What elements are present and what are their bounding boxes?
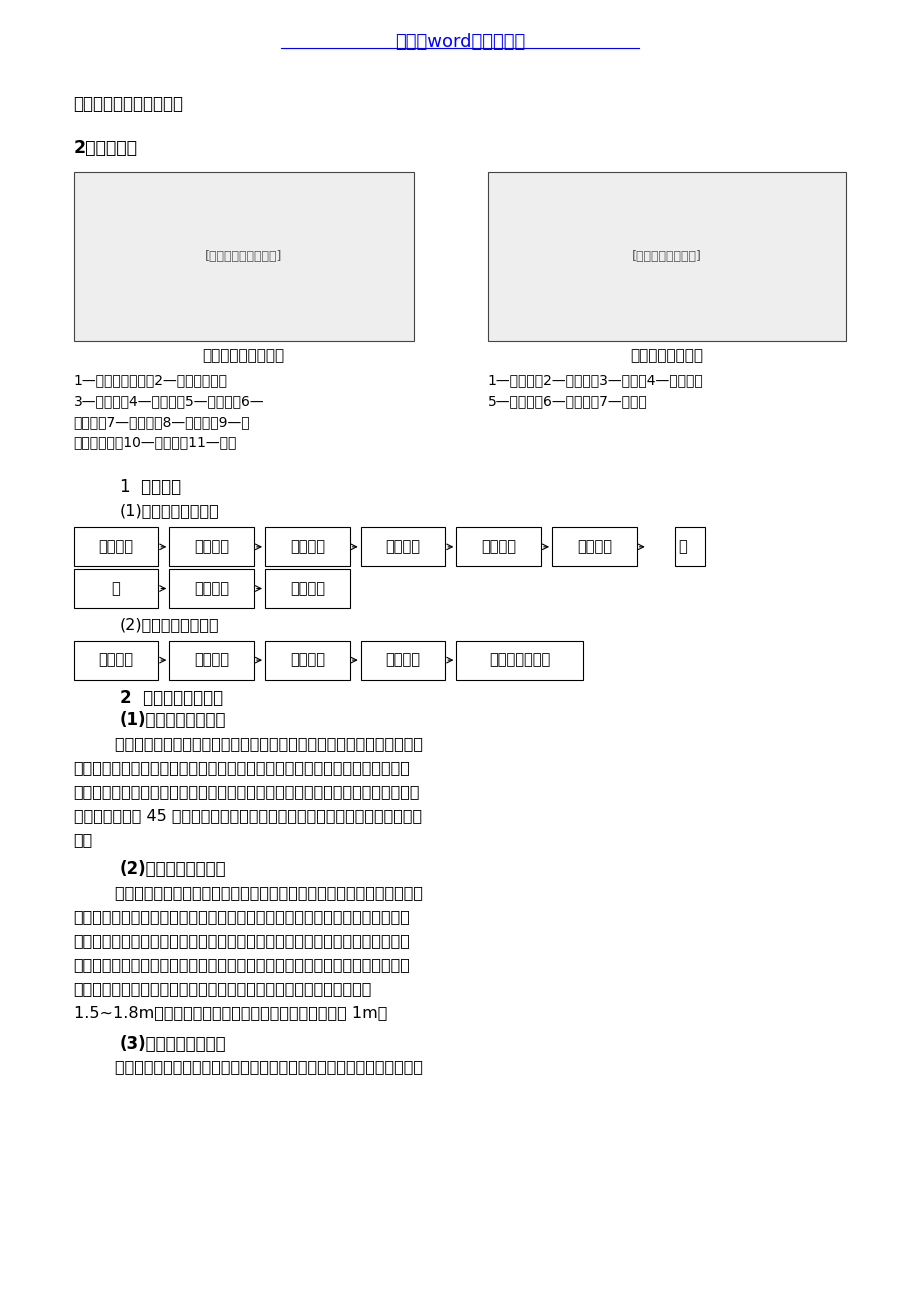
Text: 给排水立管宜分主管、支立管分步预制安装。安装前先检查预留洞口，以: 给排水立管宜分主管、支立管分步预制安装。安装前先检查预留洞口，以 bbox=[74, 885, 422, 900]
Text: 立管安装: 立管安装 bbox=[289, 652, 324, 668]
Text: (2)给排水立管安装：: (2)给排水立管安装： bbox=[119, 861, 226, 878]
Text: 蹲式大便器安装图: 蹲式大便器安装图 bbox=[630, 348, 703, 363]
Text: 安装前先检查预留洞口，以设计尺寸确定位置，修改洞口。给水干管安装: 安装前先检查预留洞口，以设计尺寸确定位置，修改洞口。给水干管安装 bbox=[74, 736, 422, 751]
Text: [台面式洗脸盆安装图]: [台面式洗脸盆安装图] bbox=[205, 250, 282, 263]
Text: 温: 温 bbox=[111, 581, 120, 596]
Text: 配件安装: 配件安装 bbox=[289, 581, 324, 596]
FancyBboxPatch shape bbox=[360, 527, 445, 566]
Text: 5—胶皮碗；6—防水层；7—白灰膏: 5—胶皮碗；6—防水层；7—白灰膏 bbox=[487, 395, 647, 408]
Text: 预制加工: 预制加工 bbox=[98, 539, 133, 555]
Text: 1  工艺流程: 1 工艺流程 bbox=[119, 478, 180, 496]
FancyBboxPatch shape bbox=[675, 527, 704, 566]
Text: 设计尺寸确定位置，修改洞口。安装时，若需打洞，洞口直径不应过大，并且不: 设计尺寸确定位置，修改洞口。安装时，若需打洞，洞口直径不应过大，并且不 bbox=[74, 909, 410, 924]
FancyBboxPatch shape bbox=[265, 569, 349, 608]
Text: 时一般从总进入口开始操作，总进口端头加临时丝堵以备试压用。管道预制后、: 时一般从总进入口开始操作，总进口端头加临时丝堵以备试压用。管道预制后、 bbox=[74, 760, 410, 775]
Text: 安装要求热水管在左，冷水管在右。给水立管每层设管卡，高度距地面: 安装要求热水管在左，冷水管在右。给水立管每层设管卡，高度距地面 bbox=[74, 982, 371, 996]
Text: 管道试压: 管道试压 bbox=[481, 539, 516, 555]
Text: (1)给排水干管安装：: (1)给排水干管安装： bbox=[119, 711, 226, 729]
Text: (2)排水管道工艺流程: (2)排水管道工艺流程 bbox=[119, 617, 219, 633]
FancyBboxPatch shape bbox=[169, 641, 254, 680]
Text: 得随意切断楼板钢筋。必须切断时，需在立管安装后焊接加固。立管安装先每层: 得随意切断楼板钢筋。必须切断时，需在立管安装后焊接加固。立管安装先每层 bbox=[74, 934, 410, 948]
Text: 支管安装: 支管安装 bbox=[385, 539, 420, 555]
FancyBboxPatch shape bbox=[456, 641, 583, 680]
FancyBboxPatch shape bbox=[456, 527, 540, 566]
FancyBboxPatch shape bbox=[265, 527, 349, 566]
Text: 安装前做好防腐，丝扣连接管道抹铅油缠麻，然后用管钳上紧，安装后找直找正。: 安装前做好防腐，丝扣连接管道抹铅油缠麻，然后用管钳上紧，安装后找直找正。 bbox=[74, 784, 420, 799]
Text: 2、管道安装: 2、管道安装 bbox=[74, 139, 138, 158]
Text: 3—溢水槽；4—存水弯；5—八字门；6—: 3—溢水槽；4—存水弯；5—八字门；6— bbox=[74, 395, 264, 408]
Text: (1)给水管道工艺流程: (1)给水管道工艺流程 bbox=[119, 503, 219, 518]
Text: 排水管应用两个 45 度弯头连接。排出管安装时，出墙管口堵好，以便做闭水试: 排水管应用两个 45 度弯头连接。排出管安装时，出墙管口堵好，以便做闭水试 bbox=[74, 809, 421, 823]
Text: 并将外露麻丝清理干净。: 并将外露麻丝清理干净。 bbox=[74, 95, 184, 113]
Text: 干管安装: 干管安装 bbox=[194, 539, 229, 555]
Text: 干管安装: 干管安装 bbox=[194, 652, 229, 668]
FancyBboxPatch shape bbox=[74, 527, 158, 566]
Text: 管道预制: 管道预制 bbox=[98, 652, 133, 668]
Text: 热水管；7—冷水管；8—污水管；9—大: 热水管；7—冷水管；8—污水管；9—大 bbox=[74, 415, 250, 428]
Bar bbox=[74, 172, 414, 341]
Text: 2  给排水管道安装：: 2 给排水管道安装： bbox=[119, 689, 222, 707]
Text: 从上至下统一安装卡件，然后安装立管，安装完后用线坠吊直找正。冷热水立管: 从上至下统一安装卡件，然后安装立管，安装完后用线坠吊直找正。冷热水立管 bbox=[74, 957, 410, 973]
Text: 文档为word版本可编辑: 文档为word版本可编辑 bbox=[394, 33, 525, 51]
Text: 支管安装: 支管安装 bbox=[385, 652, 420, 668]
Text: 保: 保 bbox=[677, 539, 686, 555]
FancyBboxPatch shape bbox=[169, 569, 254, 608]
FancyBboxPatch shape bbox=[360, 641, 445, 680]
FancyBboxPatch shape bbox=[265, 641, 349, 680]
Text: (3)给排水支管安装：: (3)给排水支管安装： bbox=[119, 1035, 226, 1052]
FancyBboxPatch shape bbox=[74, 641, 158, 680]
FancyBboxPatch shape bbox=[169, 527, 254, 566]
FancyBboxPatch shape bbox=[551, 527, 636, 566]
Text: 1.5~1.8m。排水立管应每层设检查口，高度距安装地面 1m。: 1.5~1.8m。排水立管应每层设检查口，高度距安装地面 1m。 bbox=[74, 1005, 387, 1021]
FancyBboxPatch shape bbox=[74, 569, 158, 608]
Bar bbox=[487, 172, 845, 341]
Text: 验。: 验。 bbox=[74, 832, 93, 848]
Text: 灌水、通球试验: 灌水、通球试验 bbox=[489, 652, 550, 668]
Text: 1—大便器；2—存水弯；3—横管；4—给水管；: 1—大便器；2—存水弯；3—横管；4—给水管； bbox=[487, 374, 703, 387]
Text: 1—台上式洗脸盆；2—冷热型水嘴；: 1—台上式洗脸盆；2—冷热型水嘴； bbox=[74, 374, 227, 387]
Text: 给水支管安装前核定各卫生洁具冷热水预留口高度、位置，找平正后裁支: 给水支管安装前核定各卫生洁具冷热水预留口高度、位置，找平正后裁支 bbox=[74, 1060, 422, 1074]
Text: 台面式洗脸盆安装图: 台面式洗脸盆安装图 bbox=[202, 348, 285, 363]
Text: 管道防腐: 管道防腐 bbox=[576, 539, 611, 555]
Text: [蹲式大便器安装图]: [蹲式大便器安装图] bbox=[631, 250, 701, 263]
Text: 立管安装: 立管安装 bbox=[289, 539, 324, 555]
Text: 理石台面板；10—装饰门；11—镜子: 理石台面板；10—装饰门；11—镜子 bbox=[74, 436, 237, 449]
Text: 管道冲洗: 管道冲洗 bbox=[194, 581, 229, 596]
